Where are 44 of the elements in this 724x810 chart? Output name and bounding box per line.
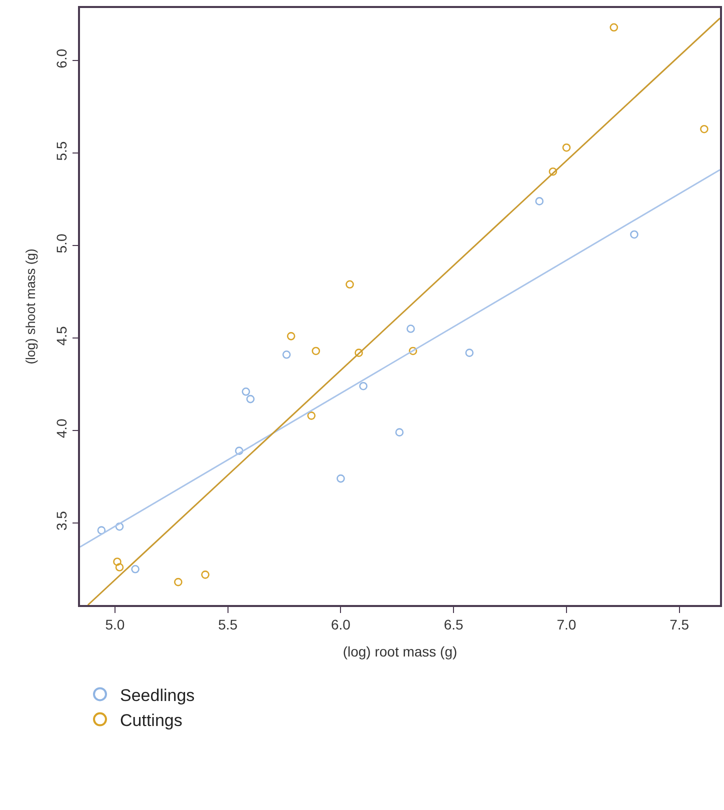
point <box>700 124 708 134</box>
point <box>282 350 291 359</box>
point <box>131 564 140 574</box>
x-tick-label: 7.0 <box>556 616 576 633</box>
point <box>201 570 210 579</box>
point <box>336 474 345 483</box>
y-tick-label: 5.5 <box>54 141 70 161</box>
y-tick-label: 4.0 <box>54 418 70 438</box>
point <box>312 346 320 356</box>
y-tick-label: 5.0 <box>54 234 70 254</box>
y-tick-label: 3.5 <box>54 510 70 531</box>
x-tick-label: 6.5 <box>444 616 464 633</box>
point <box>354 348 363 357</box>
legend-label: Cuttings <box>120 710 182 730</box>
x-tick-label: 5.5 <box>218 616 238 633</box>
point <box>346 280 354 289</box>
y-tick-label: 6.0 <box>54 48 70 68</box>
point <box>235 446 244 455</box>
point <box>610 23 618 32</box>
point <box>97 526 106 534</box>
point <box>406 324 415 333</box>
point <box>535 197 544 206</box>
point <box>115 522 124 531</box>
legend-label: Seedlings <box>120 686 195 705</box>
x-axis-title: (log) root mass (g) <box>342 643 458 660</box>
point <box>562 143 571 152</box>
y-tick-label: 4.5 <box>54 326 70 346</box>
point <box>548 167 558 176</box>
point <box>115 563 124 572</box>
y-axis-title: (log) shoot mass (g) <box>23 248 38 364</box>
point <box>246 394 255 404</box>
x-tick-label: 7.5 <box>670 616 690 633</box>
point <box>113 558 122 566</box>
point <box>286 332 296 340</box>
point <box>242 387 250 396</box>
x-tick-label: 5.0 <box>105 616 125 633</box>
point <box>307 412 316 420</box>
point <box>395 428 404 436</box>
point <box>174 578 182 586</box>
point <box>359 382 368 390</box>
x-tick-label: 6.0 <box>331 616 351 633</box>
point <box>408 346 418 356</box>
point <box>465 348 474 357</box>
point <box>630 230 638 239</box>
